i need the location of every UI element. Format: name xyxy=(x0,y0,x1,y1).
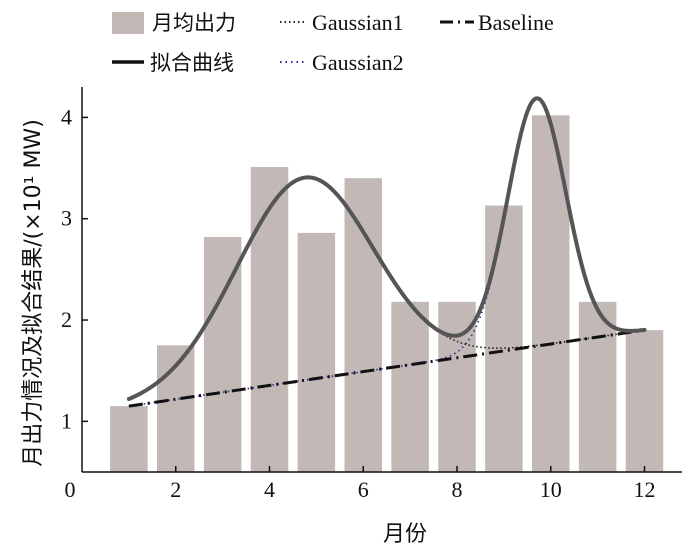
x-tick-label: 0 xyxy=(65,477,76,502)
bars xyxy=(110,115,664,473)
x-axis-label: 月份 xyxy=(383,522,427,547)
bar-month-9 xyxy=(485,205,523,472)
x-tick-label: 4 xyxy=(264,477,275,502)
y-axis-label: 月出力情况及拟合结果/(×10¹ MW) xyxy=(21,119,46,467)
x-tick-label: 6 xyxy=(358,477,369,502)
x-tick-label: 8 xyxy=(452,477,463,502)
bar-month-3 xyxy=(203,236,242,472)
fit-line xyxy=(126,96,647,401)
bar-month-10 xyxy=(532,115,570,473)
legend-label-bar: 月均出力 xyxy=(152,11,236,35)
bar-month-6 xyxy=(344,178,382,472)
bar-month-5 xyxy=(297,232,336,472)
bar-month-7 xyxy=(391,301,429,472)
x-tick-label: 10 xyxy=(540,477,562,502)
bar-month-4 xyxy=(250,167,289,472)
y-tick-label: 1 xyxy=(61,408,72,433)
y-tick-label: 4 xyxy=(61,104,72,129)
y-tick-label: 2 xyxy=(61,307,72,332)
x-tick-label: 2 xyxy=(170,477,181,502)
legend: 月均出力 Gaussian1 Baseline 拟合曲线 Gaussian2 xyxy=(112,10,554,75)
baseline-line xyxy=(128,328,645,408)
legend-label-gaussian1: Gaussian1 xyxy=(312,10,404,35)
bar-month-12 xyxy=(625,330,664,472)
bar-month-1 xyxy=(110,406,148,472)
bar-month-11 xyxy=(578,301,617,472)
legend-swatch-bar xyxy=(112,12,144,34)
x-tick-label: 12 xyxy=(634,477,656,502)
curves xyxy=(126,96,647,408)
legend-label-baseline: Baseline xyxy=(478,10,554,35)
legend-label-fit: 拟合曲线 xyxy=(150,51,234,75)
y-tick-label: 3 xyxy=(61,206,72,231)
legend-label-gaussian2: Gaussian2 xyxy=(312,50,404,75)
